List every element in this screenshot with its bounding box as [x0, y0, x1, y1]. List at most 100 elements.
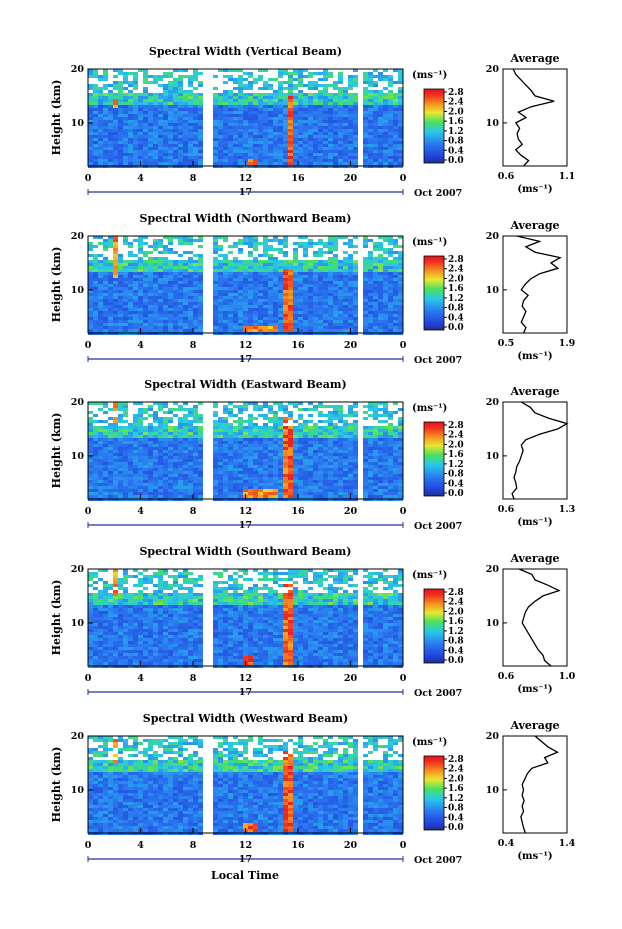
heatmap-cell	[248, 284, 253, 287]
heatmap-cell	[108, 314, 113, 317]
heatmap-cell	[278, 417, 283, 420]
heatmap-cell	[138, 480, 143, 483]
heatmap-cell	[113, 120, 118, 123]
heatmap-cell	[378, 329, 383, 332]
heatmap-cell	[258, 293, 263, 296]
heatmap-cell	[123, 468, 128, 471]
heatmap-cell	[218, 150, 223, 153]
heatmap-cell	[158, 266, 163, 269]
heatmap-cell	[183, 408, 188, 411]
heatmap-cell	[213, 471, 218, 474]
heatmap-cell	[103, 96, 108, 99]
heatmap-cell	[93, 272, 98, 275]
heatmap-cell	[133, 320, 138, 323]
heatmap-cell	[363, 114, 368, 117]
heatmap-cell	[163, 447, 168, 450]
heatmap-cell	[188, 99, 193, 102]
heatmap-cell	[193, 78, 198, 81]
heatmap-cell	[253, 311, 258, 314]
heatmap-cell	[153, 269, 158, 272]
heatmap-cell	[153, 263, 158, 266]
heatmap-cell	[158, 317, 163, 320]
heatmap-cell	[123, 408, 128, 411]
heatmap-cell	[273, 305, 278, 308]
heatmap-cell	[128, 242, 133, 245]
heatmap-cell	[213, 99, 218, 102]
heatmap-cell	[108, 459, 113, 462]
heatmap-cell	[298, 441, 303, 444]
heatmap-cell	[228, 260, 233, 263]
heatmap-cell	[178, 311, 183, 314]
heatmap-cell	[343, 236, 348, 239]
heatmap-cell	[298, 81, 303, 84]
heatmap-cell	[228, 408, 233, 411]
heatmap-cell	[348, 111, 353, 114]
heatmap-cell	[123, 281, 128, 284]
heatmap-cell	[268, 284, 273, 287]
heatmap-cell	[318, 284, 323, 287]
heatmap-cell	[378, 108, 383, 111]
heatmap-cell	[148, 471, 153, 474]
heatmap-cell	[128, 123, 133, 126]
heatmap-cell	[118, 456, 123, 459]
heatmap-cell	[123, 429, 128, 432]
heatmap-cell	[243, 420, 248, 423]
heatmap-cell	[263, 108, 268, 111]
heatmap-cell	[88, 465, 93, 468]
heatmap-cell	[178, 150, 183, 153]
heatmap-cell	[193, 459, 198, 462]
heatmap-cell	[248, 281, 253, 284]
heatmap-cell	[173, 69, 178, 72]
heatmap-cell	[113, 492, 118, 495]
heatmap-cell	[353, 117, 358, 120]
heatmap-cell	[118, 254, 123, 257]
heatmap-cell	[153, 462, 158, 465]
heatmap-cell	[278, 108, 283, 111]
heatmap-cell	[368, 84, 373, 87]
heatmap-cell	[263, 450, 268, 453]
heatmap-cell	[93, 245, 98, 248]
heatmap-cell	[388, 266, 393, 269]
heatmap-cell	[118, 129, 123, 132]
heatmap-cell	[168, 317, 173, 320]
heatmap-cell	[138, 138, 143, 141]
heatmap-cell	[113, 290, 118, 293]
heatmap-cell	[143, 141, 148, 144]
heatmap-cell	[138, 474, 143, 477]
heatmap-cell	[93, 441, 98, 444]
heatmap-cell	[228, 162, 233, 165]
heatmap-cell	[338, 108, 343, 111]
heatmap-cell	[258, 138, 263, 141]
heatmap-cell	[198, 465, 203, 468]
heatmap-cell	[103, 266, 108, 269]
heatmap-cell	[248, 236, 253, 239]
heatmap-cell	[218, 293, 223, 296]
heatmap-cell	[393, 326, 398, 329]
heatmap-cell	[148, 329, 153, 332]
heatmap-cell	[178, 320, 183, 323]
heatmap-cell	[238, 308, 243, 311]
heatmap-cell	[258, 105, 263, 108]
heatmap-cell	[298, 435, 303, 438]
heatmap-cell	[338, 123, 343, 126]
heatmap-cell	[373, 111, 378, 114]
heatmap-cell	[338, 287, 343, 290]
heatmap-cell	[318, 441, 323, 444]
heatmap-cell	[193, 278, 198, 281]
heatmap-cell	[278, 99, 283, 102]
heatmap-cell	[288, 293, 293, 296]
heatmap-cell	[363, 144, 368, 147]
heatmap-cell	[188, 93, 193, 96]
heatmap-cell	[98, 444, 103, 447]
heatmap-cell	[238, 281, 243, 284]
heatmap-cell	[313, 281, 318, 284]
profile-frame	[502, 235, 568, 334]
heatmap-cell	[293, 138, 298, 141]
heatmap-cell	[298, 489, 303, 492]
heatmap-cell	[273, 308, 278, 311]
heatmap-cell	[183, 477, 188, 480]
heatmap-cell	[138, 296, 143, 299]
heatmap-cell	[243, 260, 248, 263]
heatmap-cell	[103, 147, 108, 150]
heatmap-cell	[108, 471, 113, 474]
